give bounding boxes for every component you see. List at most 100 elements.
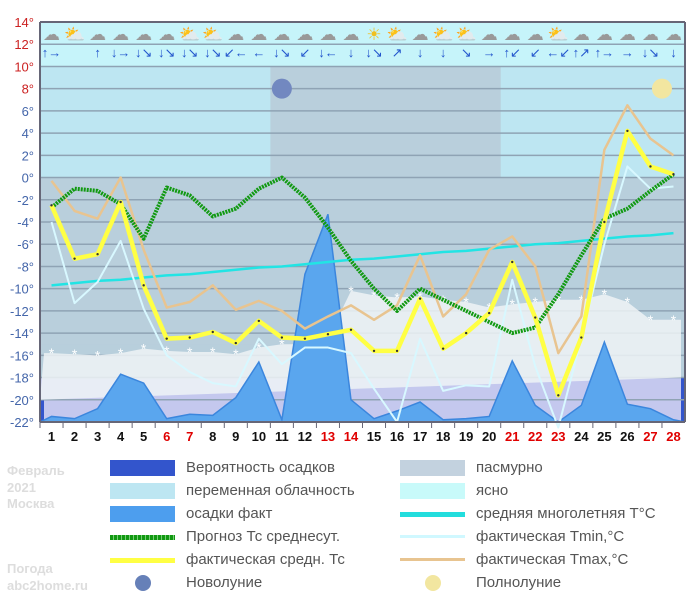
- x-tick-label: 15: [367, 429, 381, 444]
- x-tick-label: 6: [163, 429, 170, 444]
- y-tick-label: -18°: [10, 371, 34, 386]
- x-tick-label: 19: [459, 429, 473, 444]
- legend-swatch: [110, 483, 175, 499]
- x-tick-label: 26: [620, 429, 634, 444]
- x-tick-label: 3: [94, 429, 101, 444]
- x-tick-label: 11: [275, 429, 289, 444]
- x-tick-label: 21: [505, 429, 519, 444]
- snowflake-mark: *: [187, 344, 193, 360]
- legend-swatch: [400, 558, 465, 561]
- x-tick-label: 4: [117, 429, 125, 444]
- actual-avg-point: [580, 336, 583, 339]
- legend-label: осадки факт: [186, 505, 273, 522]
- actual-avg-point: [96, 253, 99, 256]
- legend-site-2: abc2home.ru: [7, 578, 88, 593]
- legend-label: Вероятность осадков: [186, 459, 335, 476]
- legend-swatch: [425, 575, 441, 591]
- weather-icon: ☁: [642, 25, 659, 44]
- y-tick-label: 2°: [22, 148, 34, 163]
- snowflake-mark: *: [49, 345, 55, 361]
- x-tick-label: 27: [643, 429, 657, 444]
- x-tick-label: 10: [252, 429, 266, 444]
- actual-avg-point: [349, 328, 353, 331]
- y-tick-label: 14°: [14, 15, 34, 30]
- legend-label: фактическая средн. Тс: [186, 551, 345, 568]
- weather-icon: ⛅: [456, 25, 477, 44]
- legend-label: Прогноз Тс среднесут.: [186, 528, 341, 545]
- wind-arrow-icon: ↓↘: [181, 45, 198, 60]
- weather-icon: ⛅: [386, 25, 407, 44]
- wind-arrow-icon: ↙←: [224, 45, 248, 60]
- legend-swatch: [110, 558, 175, 563]
- wind-arrow-icon: ↑: [94, 45, 101, 60]
- x-tick-label: 7: [186, 429, 193, 444]
- wind-arrow-icon: ↓→: [111, 45, 131, 60]
- legend-label: Полнолуние: [476, 574, 562, 591]
- legend-swatch: [400, 535, 465, 538]
- actual-avg-point: [534, 316, 537, 319]
- weather-icon: ☁: [619, 25, 636, 44]
- snowflake-mark: *: [463, 294, 469, 310]
- legend-year: 2021: [7, 480, 36, 495]
- actual-avg-point: [188, 336, 191, 339]
- snowflake-mark: *: [164, 343, 170, 359]
- snowflake-mark: *: [602, 286, 608, 302]
- x-tick-label: 22: [528, 429, 542, 444]
- actual-avg-point: [165, 337, 168, 340]
- snowflake-mark: *: [210, 344, 216, 360]
- wind-arrow-icon: ←↙: [546, 45, 570, 60]
- x-tick-label: 25: [597, 429, 611, 444]
- actual-avg-point: [142, 284, 145, 287]
- snowflake-mark: *: [510, 296, 516, 312]
- wind-arrow-icon: ↓↘: [204, 45, 221, 60]
- actual-avg-point: [441, 347, 445, 350]
- snowflake-mark: *: [72, 346, 78, 362]
- y-tick-label: -2°: [17, 193, 34, 208]
- weather-icon: ⛅: [179, 25, 200, 44]
- wind-arrow-icon: ↓↘: [135, 45, 152, 60]
- actual-avg-point: [649, 165, 652, 168]
- wind-arrow-icon: ↓←: [318, 45, 338, 60]
- actual-avg-point: [257, 319, 261, 323]
- snowflake-mark: *: [233, 346, 239, 362]
- x-tick-label: 13: [321, 429, 335, 444]
- weather-icon: ⛅: [64, 25, 85, 44]
- actual-avg-point: [211, 330, 214, 334]
- y-tick-label: 0°: [22, 171, 34, 186]
- weather-icon: ☁: [296, 25, 313, 44]
- wind-arrow-icon: ↓: [440, 45, 447, 60]
- actual-avg-point: [280, 336, 284, 339]
- weather-icon: ⛅: [433, 25, 454, 44]
- legend-label: средняя многолетняя T°C: [476, 505, 656, 522]
- snowflake-mark: *: [95, 347, 101, 363]
- new-moon-icon: [271, 78, 292, 99]
- weather-chart: 14° 12° 10° 8° 6° 4° 2° 0° -2° -4° -6° -8° -10° -12° -…: [10, 15, 686, 444]
- snowflake-mark: *: [648, 312, 654, 328]
- legend-city: Москва: [7, 496, 55, 511]
- x-tick-label: 20: [482, 429, 496, 444]
- x-tick-label: 18: [436, 429, 450, 444]
- snowflake-mark: *: [118, 345, 124, 361]
- x-tick-label: 23: [551, 429, 565, 444]
- actual-avg-point: [672, 173, 675, 176]
- weather-icon: ☁: [412, 25, 429, 44]
- actual-avg-point: [395, 349, 399, 353]
- actual-avg-point: [73, 257, 76, 260]
- actual-avg-point: [119, 200, 122, 204]
- weather-icon: ☀: [366, 25, 381, 44]
- wind-arrow-icon: ↑→: [595, 45, 615, 60]
- weather-icon: ☁: [89, 25, 106, 44]
- weather-icon: ☁: [43, 25, 60, 44]
- weather-icon: ☁: [342, 25, 359, 44]
- wind-arrow-icon: ↓: [417, 45, 424, 60]
- snowflake-mark: *: [348, 283, 354, 299]
- x-tick-label: 8: [209, 429, 216, 444]
- actual-avg-point: [234, 341, 238, 345]
- snowflake-mark: *: [256, 340, 262, 356]
- legend-swatch: [400, 483, 465, 499]
- legend-swatch: [110, 506, 175, 522]
- wind-arrow-icon: ↑→: [42, 45, 62, 60]
- wind-arrow-icon: ↘: [461, 45, 472, 60]
- wind-arrow-icon: ↓: [348, 45, 355, 60]
- actual-avg-point: [464, 331, 468, 335]
